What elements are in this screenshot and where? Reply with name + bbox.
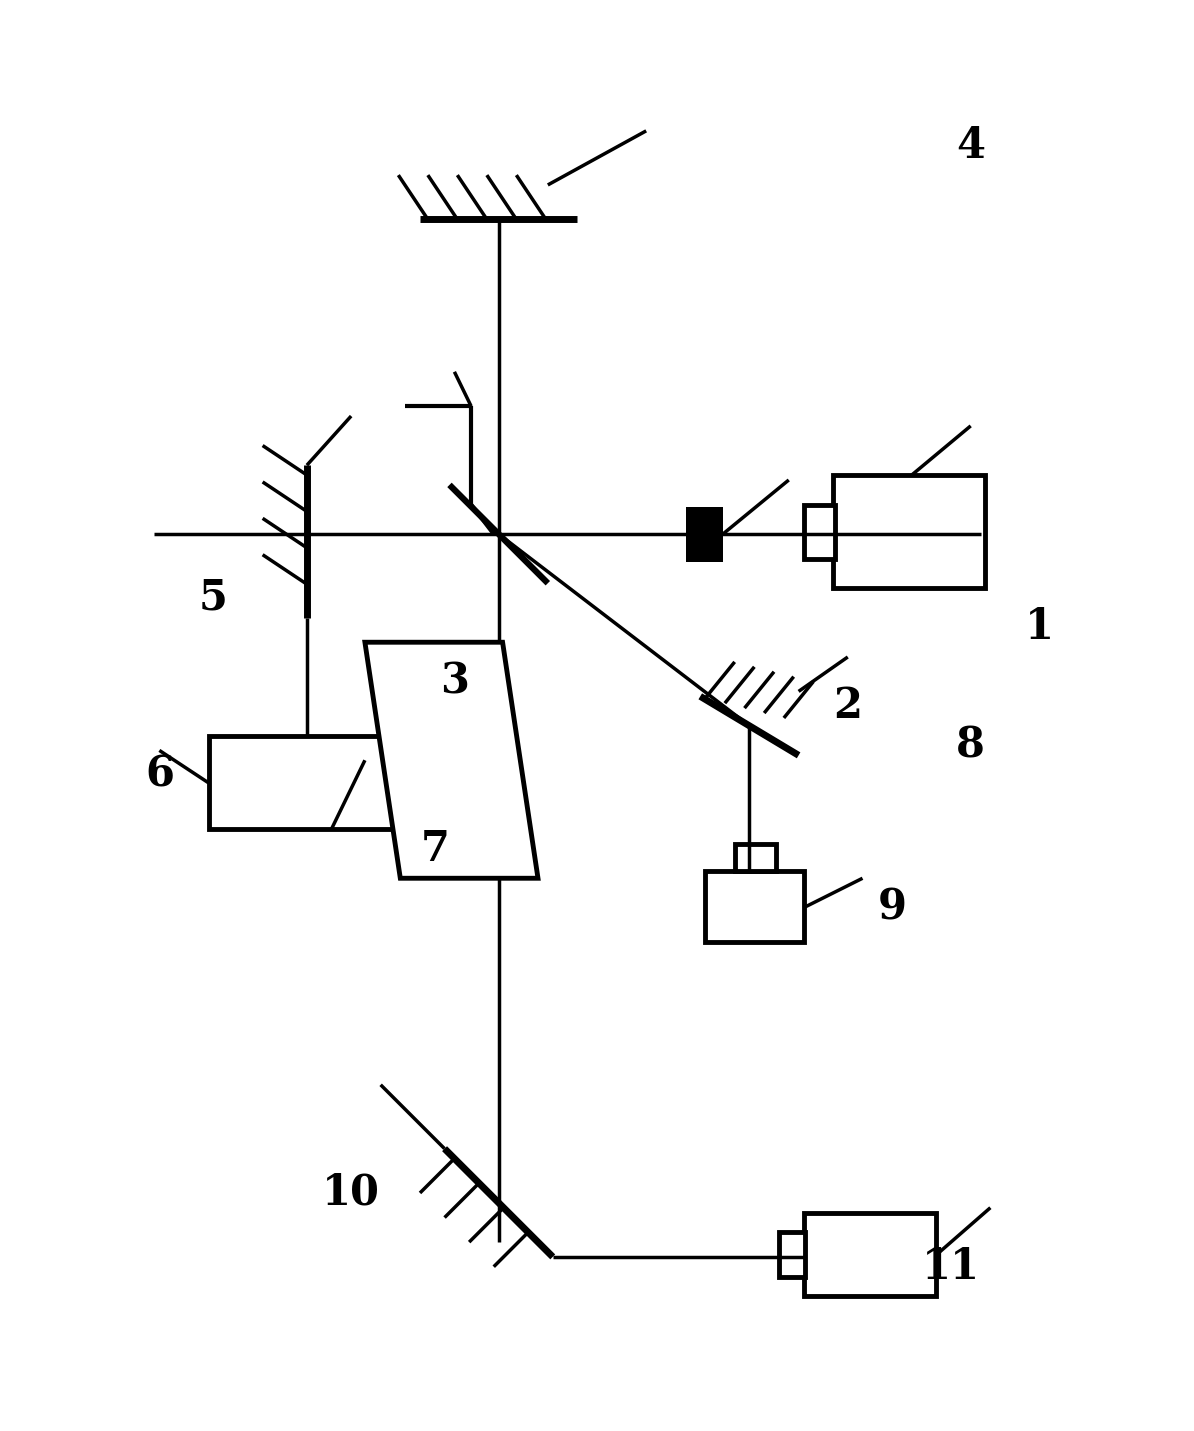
Text: 1: 1: [1024, 607, 1054, 648]
Text: 4: 4: [956, 124, 985, 166]
Text: 3: 3: [439, 661, 469, 703]
Bar: [804, 1212, 936, 1296]
Text: 2: 2: [833, 685, 862, 727]
Text: 9: 9: [878, 887, 906, 929]
Text: 8: 8: [956, 724, 985, 767]
Text: 7: 7: [420, 827, 449, 870]
Bar: [778, 1232, 806, 1276]
Bar: [734, 844, 776, 871]
Text: 6: 6: [144, 754, 174, 796]
Text: 5: 5: [199, 577, 228, 620]
Bar: [685, 507, 722, 561]
Bar: [209, 736, 425, 829]
Bar: [706, 871, 804, 942]
Bar: [804, 505, 835, 558]
Text: 10: 10: [322, 1172, 380, 1213]
Bar: [833, 475, 985, 588]
Text: 11: 11: [922, 1246, 980, 1288]
Polygon shape: [365, 643, 538, 879]
